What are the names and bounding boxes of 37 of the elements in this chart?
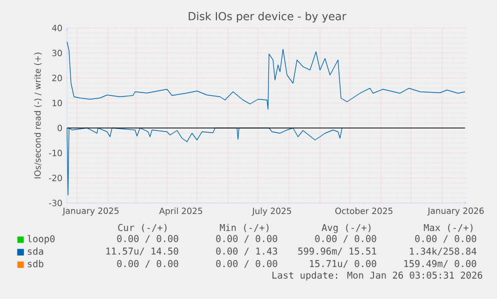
x-tick-label: January 2025 [62, 208, 119, 216]
text: 159.49m/ 0.00 [404, 260, 476, 268]
text: 11.57u/ 14.50 [106, 248, 178, 256]
x-tick-label: October 2025 [335, 208, 392, 214]
legend-label: sda [28, 248, 44, 255]
text: Min (-/+) [220, 224, 269, 232]
text: 1.34k/258.84 [410, 247, 476, 256]
text: Max (-/+) [424, 224, 472, 232]
y-tick-label: 0 [58, 124, 62, 132]
text: 15.71u/ 0.00 [310, 260, 376, 268]
text: 0.00 / 0.00 [315, 235, 376, 243]
text: 0.00 / 0.00 [117, 235, 178, 243]
y-tick-label: 30 [52, 50, 62, 56]
chart-title: Disk IOs per device - by year [188, 12, 346, 22]
line-series [66, 128, 342, 196]
y-tick-label: -30 [49, 200, 62, 206]
text: 0.00 / 0.00 [117, 260, 178, 268]
text: Last update: Mon Jan 26 03:05:31 2026 [272, 271, 482, 281]
text: Cur (-/+) [118, 224, 167, 232]
y-tick-label: -10 [49, 150, 62, 156]
text: 0.00 / 0.00 [415, 235, 476, 243]
y-axis-title: IOs/second read (-) / write (+) [34, 52, 42, 178]
y-tick-label: 40 [52, 24, 62, 32]
y-tick-label: 10 [52, 100, 62, 106]
text: 0.00 / 0.00 [216, 260, 278, 268]
x-tick-label: July 2025 [252, 208, 292, 216]
line-series [66, 41, 466, 110]
text: 599.96m/ 15.51 [298, 248, 376, 256]
text: Avg (-/+) [322, 224, 371, 234]
y-tick-label: 20 [52, 74, 62, 82]
legend-label: loop0 [28, 235, 55, 244]
x-tick-label: January 2026 [427, 208, 484, 216]
x-tick-label: April 2025 [159, 208, 202, 216]
legend-label: sdb [28, 260, 44, 268]
text: 0.00 / 1.43 [216, 248, 278, 256]
text: 0.00 / 0.00 [216, 235, 278, 243]
y-tick-label: -20 [49, 174, 62, 182]
